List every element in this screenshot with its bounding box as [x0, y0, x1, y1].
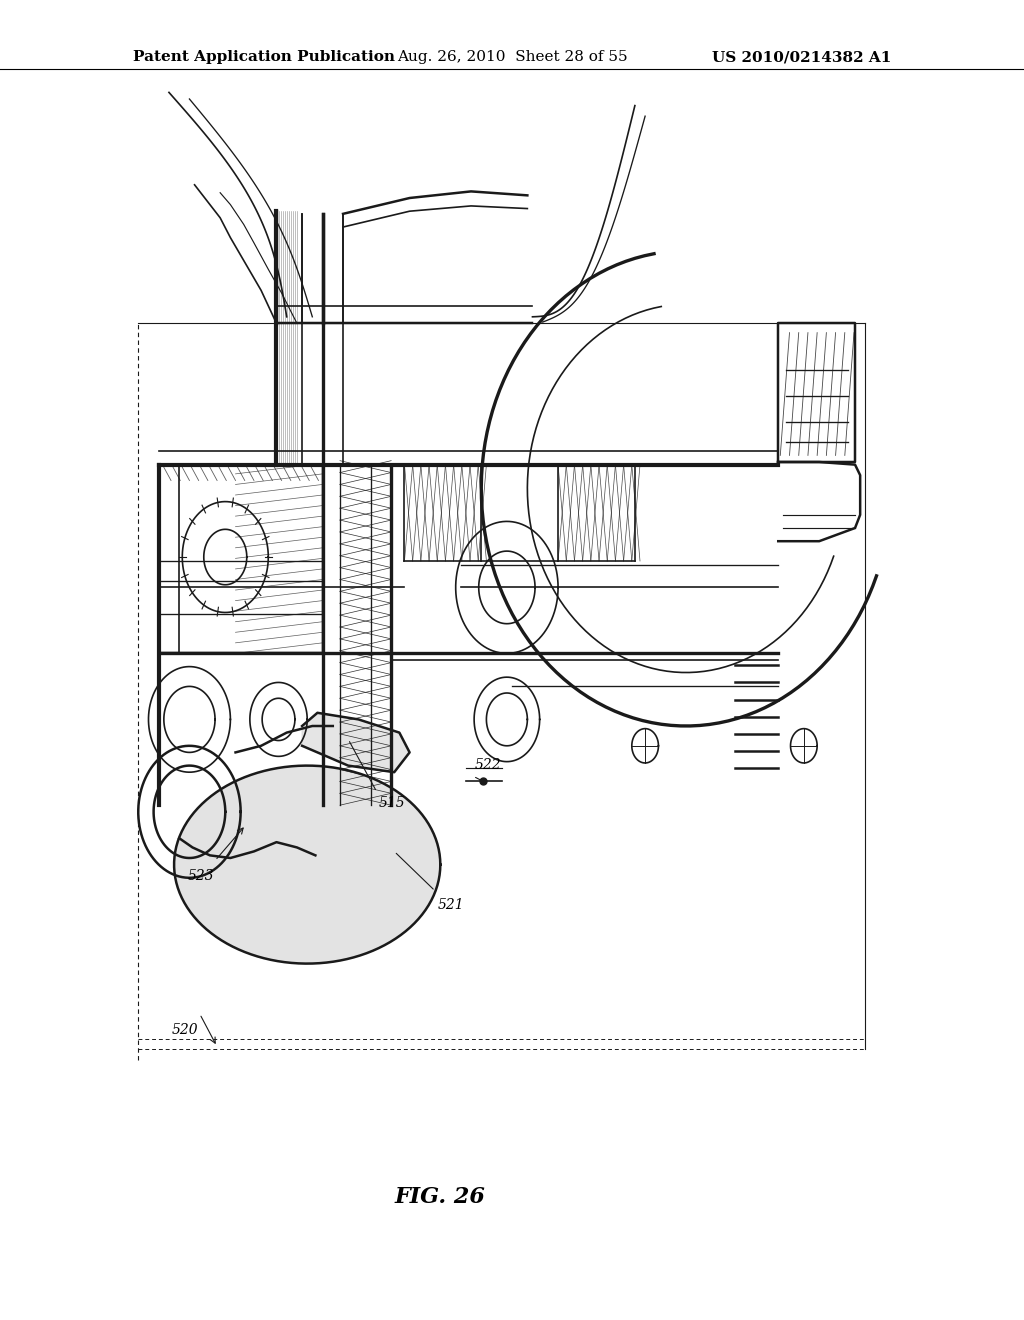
Text: 515: 515 [379, 796, 406, 810]
Text: 522: 522 [475, 758, 502, 772]
Polygon shape [174, 766, 440, 964]
Text: 520: 520 [172, 1023, 199, 1038]
Polygon shape [302, 713, 410, 772]
Text: Patent Application Publication: Patent Application Publication [133, 50, 395, 65]
Text: US 2010/0214382 A1: US 2010/0214382 A1 [712, 50, 891, 65]
Text: Aug. 26, 2010  Sheet 28 of 55: Aug. 26, 2010 Sheet 28 of 55 [396, 50, 628, 65]
Text: FIG. 26: FIG. 26 [395, 1185, 485, 1208]
Text: 521: 521 [437, 898, 464, 912]
Text: 523: 523 [187, 869, 214, 883]
